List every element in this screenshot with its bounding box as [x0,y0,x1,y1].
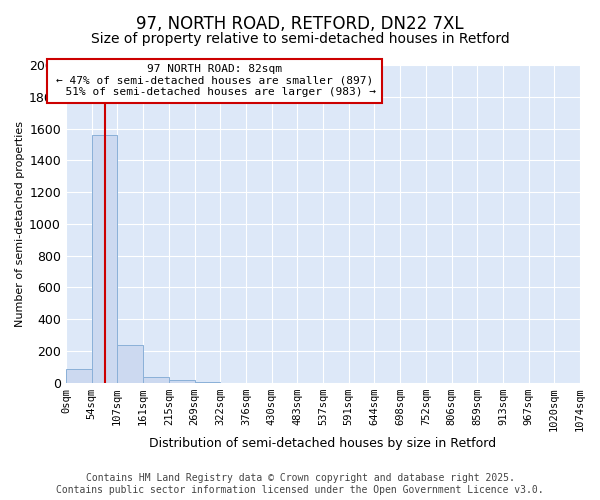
Bar [92,135,117,383]
Text: Size of property relative to semi-detached houses in Retford: Size of property relative to semi-detach… [91,32,509,46]
Y-axis label: Number of semi-detached properties: Number of semi-detached properties [15,121,25,327]
Bar [169,380,194,383]
Bar [66,368,92,383]
Text: Contains HM Land Registry data © Crown copyright and database right 2025.
Contai: Contains HM Land Registry data © Crown c… [56,474,544,495]
Text: 97 NORTH ROAD: 82sqm
← 47% of semi-detached houses are smaller (897)
  51% of se: 97 NORTH ROAD: 82sqm ← 47% of semi-detac… [52,64,376,98]
Bar [117,344,143,383]
X-axis label: Distribution of semi-detached houses by size in Retford: Distribution of semi-detached houses by … [149,437,497,450]
Bar [143,378,169,383]
Text: 97, NORTH ROAD, RETFORD, DN22 7XL: 97, NORTH ROAD, RETFORD, DN22 7XL [136,15,464,33]
